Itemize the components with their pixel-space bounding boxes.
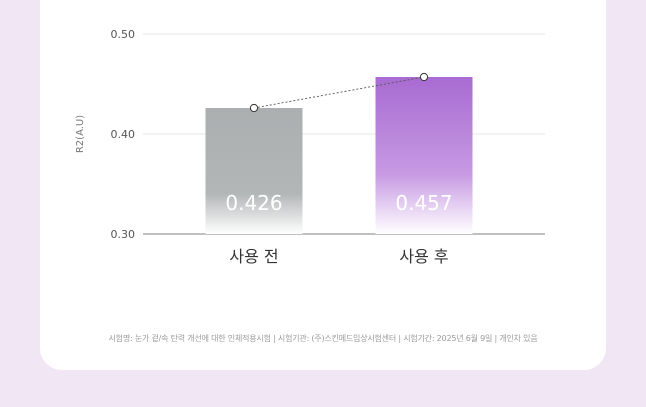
chart-card <box>40 0 606 370</box>
y-axis-label: R2(A.U) <box>75 115 86 153</box>
footnote: 시험명: 눈가 겉/속 탄력 개선에 대한 인체적용시험 | 시험기관: (주)… <box>108 334 538 343</box>
trend-point <box>249 103 259 113</box>
bar-after <box>375 77 473 234</box>
trend-point <box>419 72 429 82</box>
y-tick-label: 0.40 <box>111 128 136 141</box>
bar-value-label: 0.457 <box>395 191 452 215</box>
x-category-label: 사용 전 <box>229 247 278 266</box>
y-tick-label: 0.50 <box>111 28 136 41</box>
bar-before <box>205 108 303 234</box>
bar-value-label: 0.426 <box>225 191 282 215</box>
trend-line <box>253 76 425 109</box>
y-tick-label: 0.30 <box>111 228 136 241</box>
x-category-label: 사용 후 <box>399 247 448 266</box>
